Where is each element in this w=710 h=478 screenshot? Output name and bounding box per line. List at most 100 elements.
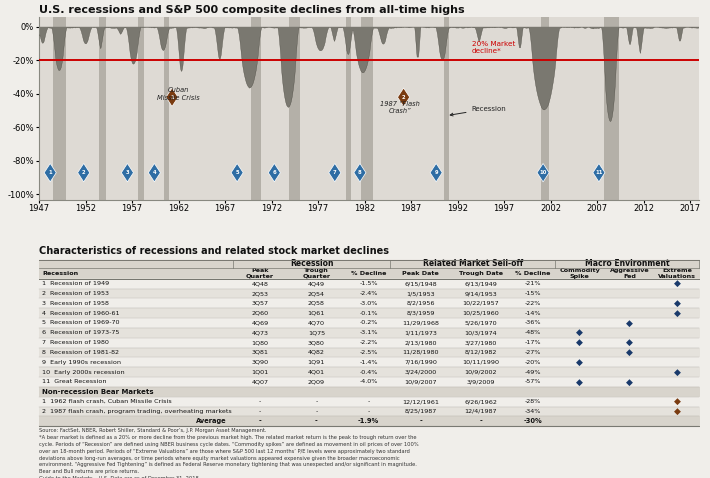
Text: 10/25/1960: 10/25/1960 [462, 311, 499, 315]
Text: -3.0%: -3.0% [359, 301, 378, 306]
Text: 6: 6 [273, 170, 276, 175]
Text: -30%: -30% [523, 418, 542, 424]
Text: -: - [315, 399, 317, 404]
Text: 4: 4 [153, 170, 156, 175]
Text: Characteristics of recessions and related stock market declines: Characteristics of recessions and relate… [39, 246, 389, 256]
Text: 11: 11 [595, 170, 603, 175]
Text: -: - [258, 418, 261, 424]
Text: 3/24/2000: 3/24/2000 [405, 369, 437, 375]
Text: 2/13/1980: 2/13/1980 [404, 340, 437, 345]
Polygon shape [148, 163, 160, 182]
Text: -: - [479, 418, 482, 424]
Text: 2Q58: 2Q58 [308, 301, 324, 306]
Polygon shape [166, 88, 178, 107]
Text: -: - [258, 399, 261, 404]
Text: Non-recession Bear Markets: Non-recession Bear Markets [43, 389, 154, 395]
Text: 4  Recession of 1960-61: 4 Recession of 1960-61 [42, 311, 119, 315]
Text: 1  Recession of 1949: 1 Recession of 1949 [42, 281, 109, 286]
Text: 8/3/1959: 8/3/1959 [406, 311, 435, 315]
Text: 3/9/2009: 3/9/2009 [466, 380, 495, 384]
Text: Recession: Recession [43, 271, 79, 276]
Text: 7  Recession of 1980: 7 Recession of 1980 [42, 340, 109, 345]
Text: Average: Average [196, 418, 227, 424]
Text: -0.1%: -0.1% [359, 311, 378, 315]
Polygon shape [593, 163, 605, 182]
Text: -2.4%: -2.4% [359, 291, 378, 296]
Text: -14%: -14% [525, 311, 541, 315]
Text: -28%: -28% [525, 399, 541, 404]
Text: -: - [367, 409, 370, 414]
Polygon shape [430, 163, 442, 182]
Text: 1  1962 flash crash, Cuban Missile Crisis: 1 1962 flash crash, Cuban Missile Crisis [42, 399, 171, 404]
Text: 5: 5 [235, 170, 239, 175]
Text: -: - [419, 418, 422, 424]
Text: ◆: ◆ [577, 378, 583, 387]
Text: 2  Recession of 1953: 2 Recession of 1953 [42, 291, 109, 296]
Text: 11/28/1980: 11/28/1980 [403, 350, 439, 355]
Bar [346, 17, 351, 199]
Text: 8/2/1956: 8/2/1956 [406, 301, 435, 306]
Text: -27%: -27% [525, 350, 541, 355]
Text: -20%: -20% [525, 360, 541, 365]
Text: Recession: Recession [290, 259, 334, 268]
Text: ◆: ◆ [674, 407, 680, 416]
Text: 10/22/1957: 10/22/1957 [462, 301, 499, 306]
Text: 2  1987 flash crash, program trading, overheating markets: 2 1987 flash crash, program trading, ove… [42, 409, 231, 414]
Polygon shape [354, 163, 366, 182]
Text: -1.9%: -1.9% [358, 418, 379, 424]
Text: 2Q60: 2Q60 [251, 311, 268, 315]
Text: ◆: ◆ [674, 279, 680, 288]
Text: 3/27/1980: 3/27/1980 [464, 340, 497, 345]
Text: Peak
Quarter: Peak Quarter [246, 268, 274, 279]
Text: 8/12/1982: 8/12/1982 [464, 350, 497, 355]
Bar [251, 17, 261, 199]
Text: Commodity
Spike: Commodity Spike [559, 268, 600, 279]
Text: Source: FactSet, NBER, Robert Shiller, Standard & Poor’s, J.P. Morgan Asset Mana: Source: FactSet, NBER, Robert Shiller, S… [39, 428, 419, 478]
Text: 3Q57: 3Q57 [251, 301, 268, 306]
Text: -1.5%: -1.5% [359, 281, 378, 286]
Text: 8  Recession of 1981-82: 8 Recession of 1981-82 [42, 350, 119, 355]
Text: Trough
Quarter: Trough Quarter [302, 268, 330, 279]
Text: 1Q61: 1Q61 [307, 311, 325, 315]
Text: ◆: ◆ [626, 338, 633, 347]
Text: 9  Early 1990s recession: 9 Early 1990s recession [42, 360, 121, 365]
Bar [289, 17, 300, 199]
Text: -: - [367, 399, 370, 404]
Text: 10/3/1974: 10/3/1974 [464, 330, 497, 336]
Text: -: - [315, 418, 318, 424]
Text: ◆: ◆ [626, 318, 633, 327]
Text: 4Q73: 4Q73 [251, 330, 268, 336]
Text: 2Q53: 2Q53 [251, 291, 268, 296]
Text: -4.0%: -4.0% [359, 380, 378, 384]
Text: 1/11/1973: 1/11/1973 [404, 330, 437, 336]
Text: ◆: ◆ [577, 358, 583, 367]
Text: 9/14/1953: 9/14/1953 [464, 291, 497, 296]
Text: 6/26/1962: 6/26/1962 [464, 399, 497, 404]
Text: 10: 10 [540, 170, 547, 175]
Text: Trough Date: Trough Date [459, 271, 503, 276]
Bar [99, 17, 106, 199]
Text: -36%: -36% [525, 320, 541, 326]
Text: 8: 8 [358, 170, 362, 175]
Text: 4Q82: 4Q82 [308, 350, 324, 355]
Text: 20% Market
decline*: 20% Market decline* [471, 41, 515, 54]
Text: 1: 1 [48, 170, 52, 175]
Text: Aggressive
Fed: Aggressive Fed [610, 268, 650, 279]
Text: ◆: ◆ [674, 397, 680, 406]
Text: 6/13/1949: 6/13/1949 [464, 281, 497, 286]
Text: 4Q49: 4Q49 [308, 281, 325, 286]
Polygon shape [77, 163, 89, 182]
Text: 2Q09: 2Q09 [308, 380, 325, 384]
Text: -1.4%: -1.4% [359, 360, 378, 365]
Text: -: - [315, 409, 317, 414]
Text: 4Q69: 4Q69 [251, 320, 268, 326]
Text: ◆: ◆ [626, 348, 633, 357]
Text: ◆: ◆ [577, 338, 583, 347]
Text: 3  Recession of 1958: 3 Recession of 1958 [42, 301, 109, 306]
Text: 1: 1 [170, 95, 174, 100]
Text: Recession: Recession [450, 106, 506, 116]
Text: -2.5%: -2.5% [359, 350, 378, 355]
Text: 2: 2 [402, 95, 405, 100]
Text: Macro Environment: Macro Environment [585, 259, 670, 268]
Polygon shape [231, 163, 244, 182]
